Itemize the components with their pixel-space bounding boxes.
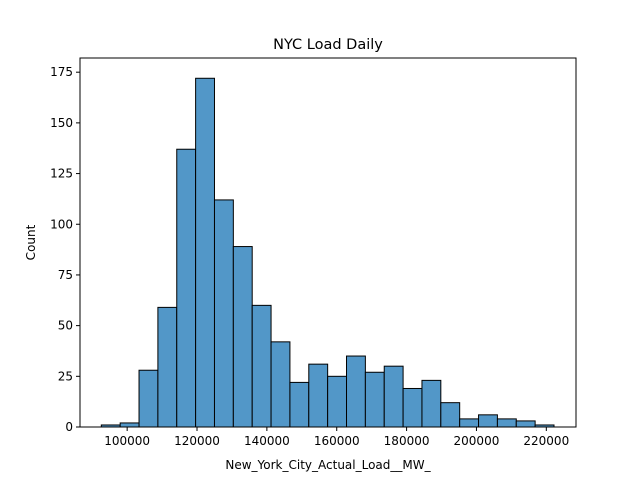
histogram-bar	[459, 418, 480, 428]
x-axis: 100000 120000 140000 160000 180000 200000 2200…	[104, 427, 569, 448]
histogram-bar	[270, 341, 291, 428]
histogram-bar	[478, 414, 498, 428]
y-tick-label: 50	[58, 319, 73, 333]
y-tick-label: 175	[50, 65, 73, 79]
x-tick-label: 160000	[314, 434, 360, 448]
bars-group	[100, 77, 555, 428]
x-tick-label: 180000	[384, 434, 430, 448]
x-axis-label: New_York_City_Actual_Load__MW_	[225, 458, 431, 472]
histogram-bar	[496, 418, 517, 428]
histogram-bar	[176, 148, 197, 428]
x-tick-label: 220000	[523, 434, 569, 448]
y-axis-label: Count	[24, 224, 38, 260]
histogram-bar	[515, 420, 536, 428]
histogram-bar	[195, 77, 215, 428]
histogram-bar	[119, 422, 140, 428]
chart-title: NYC Load Daily	[273, 37, 383, 53]
histogram-bar	[364, 371, 385, 428]
histogram-bar	[308, 363, 329, 428]
histogram-bar	[213, 199, 234, 428]
y-tick-label: 75	[58, 268, 73, 282]
y-tick-label: 100	[50, 217, 73, 231]
histogram-bar	[421, 379, 442, 428]
histogram-bar	[157, 306, 178, 428]
plot-frame	[79, 57, 577, 428]
histogram-bar	[402, 387, 423, 428]
y-tick-label: 150	[50, 116, 73, 130]
x-tick-label: 100000	[104, 434, 150, 448]
histogram-bar	[440, 402, 461, 428]
histogram-bar	[327, 375, 348, 428]
x-tick-label: 120000	[174, 434, 220, 448]
histogram-bar	[383, 365, 404, 428]
y-tick-label: 25	[58, 369, 73, 383]
histogram-bar	[346, 355, 366, 428]
y-axis: 0 25 50 75 100 125 150 175	[50, 65, 80, 434]
x-tick-label: 200000	[454, 434, 500, 448]
histogram-bar	[138, 369, 159, 428]
y-tick-label: 0	[65, 420, 73, 434]
histogram-bar	[251, 304, 272, 428]
histogram-bar	[232, 246, 253, 428]
histogram-bar	[289, 381, 310, 428]
x-tick-label: 140000	[244, 434, 290, 448]
y-tick-label: 125	[50, 167, 73, 181]
